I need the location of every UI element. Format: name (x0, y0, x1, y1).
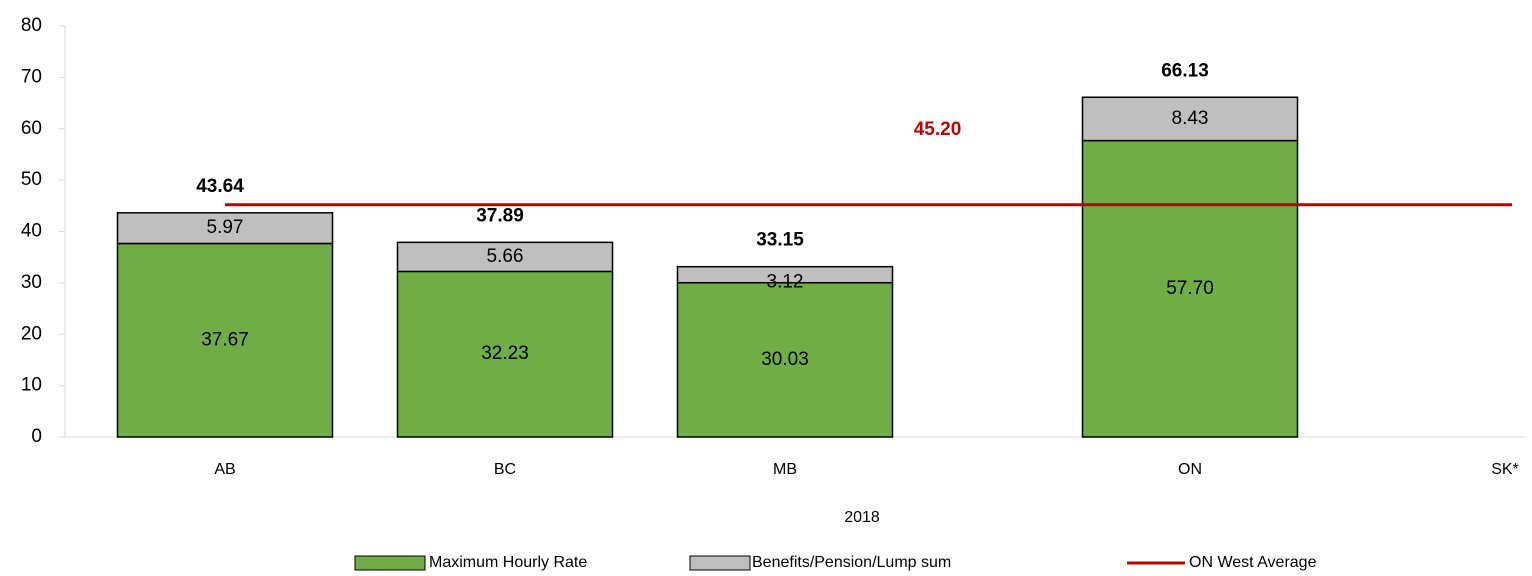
value-label: 5.66 (487, 246, 524, 267)
bar-segment (116, 212, 334, 245)
value-label: 37.67 (201, 329, 249, 350)
total-label: 37.89 (476, 205, 524, 226)
bar-segment (116, 242, 334, 438)
bar-segment (676, 265, 894, 284)
total-label: 43.64 (196, 176, 244, 197)
y-tick-label: 0 (31, 426, 42, 447)
value-label: 5.97 (207, 217, 244, 238)
x-tick-label: AB (214, 461, 235, 478)
x-tick-label: MB (773, 461, 797, 478)
value-label: 30.03 (761, 349, 809, 370)
x-tick-label: SK* (1491, 461, 1519, 478)
y-tick-label: 50 (21, 169, 42, 190)
bar-segment (396, 241, 614, 273)
y-tick-label: 70 (21, 66, 42, 87)
y-tick-label: 20 (21, 323, 42, 344)
legend-label: Maximum Hourly Rate (429, 554, 587, 571)
y-tick-label: 30 (21, 272, 42, 293)
bar-segment (1081, 96, 1299, 142)
bar-segment (1081, 139, 1299, 438)
value-label: 3.12 (767, 272, 804, 293)
y-tick-label: 40 (21, 221, 42, 242)
x-tick-label: BC (494, 461, 516, 478)
y-tick-label: 80 (21, 15, 42, 36)
bar-segment (676, 281, 894, 438)
y-tick-label: 60 (21, 118, 42, 139)
total-label: 33.15 (756, 230, 804, 251)
total-label: 66.13 (1161, 60, 1209, 81)
value-label: 8.43 (1172, 108, 1209, 129)
legend-swatch (689, 555, 751, 571)
legend-label: ON West Average (1189, 554, 1317, 571)
value-label: 32.23 (481, 343, 529, 364)
x-axis-label: 2018 (844, 509, 880, 526)
legend-label: Benefits/Pension/Lump sum (752, 554, 951, 571)
y-tick-label: 10 (21, 375, 42, 396)
bar-segment (396, 270, 614, 438)
line-label: 45.20 (914, 119, 962, 140)
legend-swatch (354, 555, 426, 571)
value-label: 57.70 (1166, 278, 1214, 299)
x-tick-label: ON (1178, 461, 1202, 478)
